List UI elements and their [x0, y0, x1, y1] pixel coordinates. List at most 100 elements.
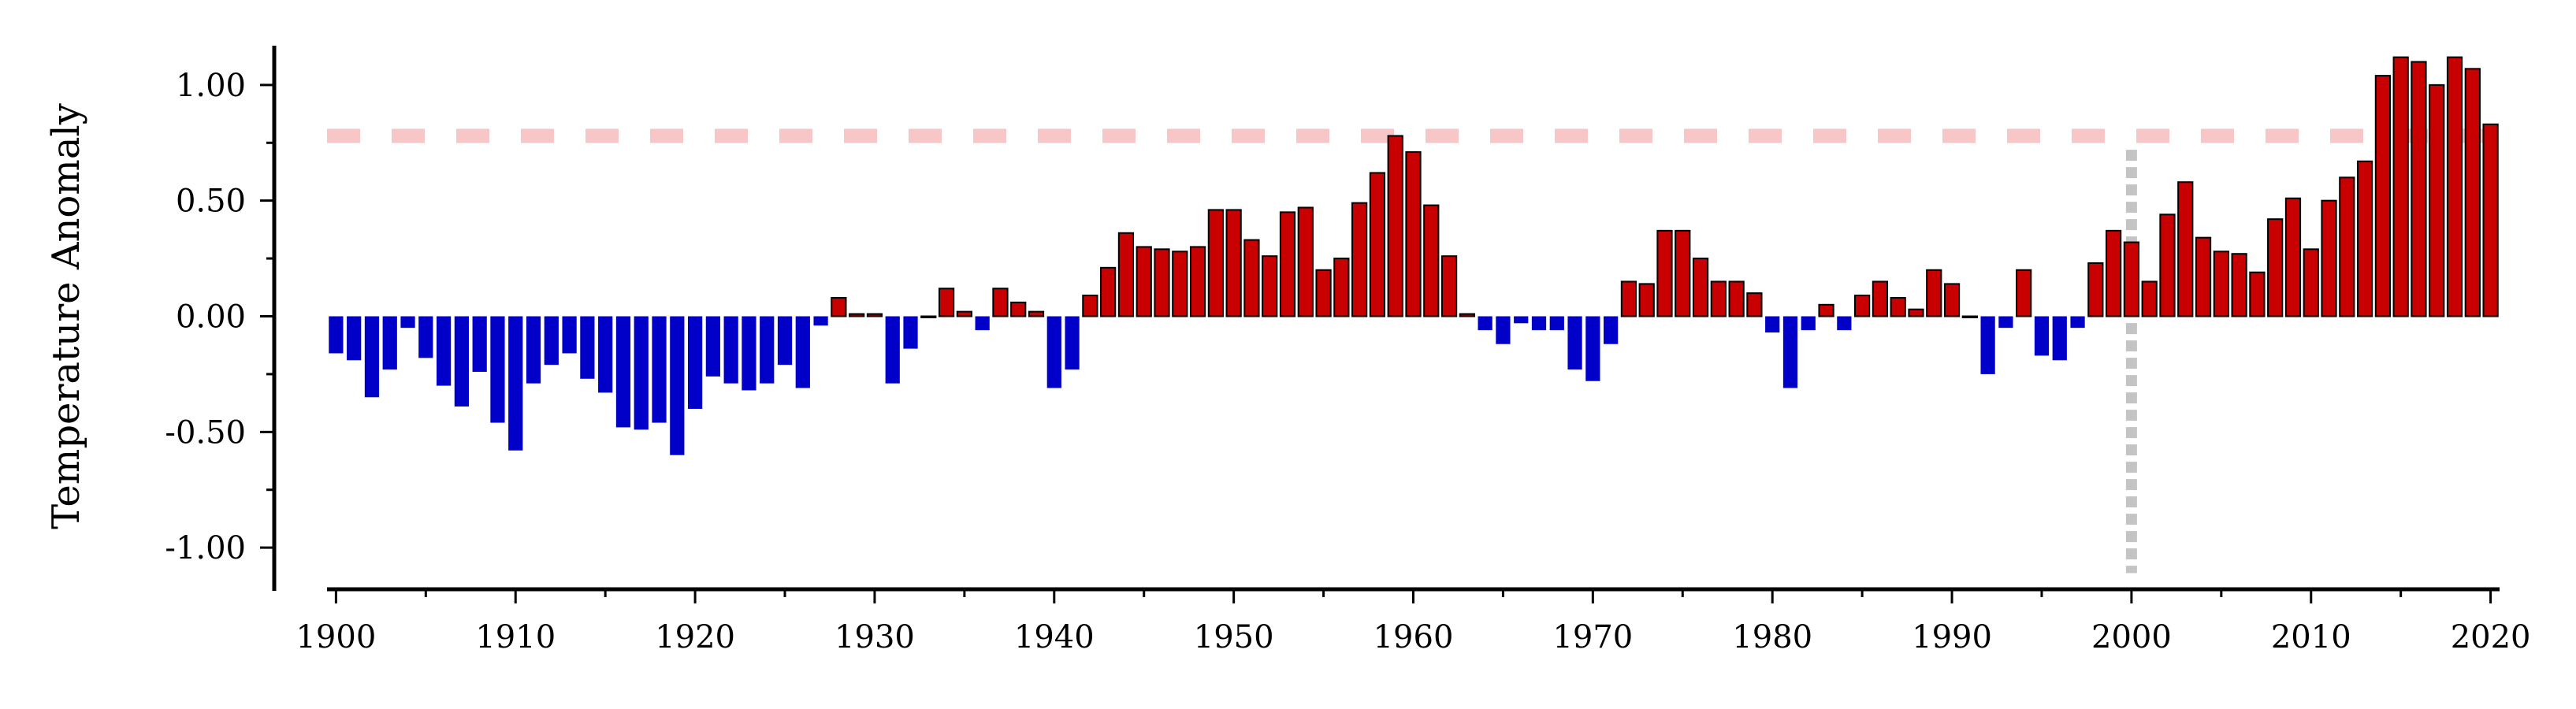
- bar-1962: [1440, 255, 1458, 317]
- x-tick-label-1960: 1960: [1373, 619, 1454, 655]
- bar-1912: [544, 316, 559, 366]
- bar-1942: [1082, 295, 1098, 317]
- bar-1988: [1908, 308, 1924, 317]
- bar-1951: [1243, 239, 1260, 317]
- x-tick-label-1930: 1930: [835, 619, 915, 655]
- bar-1933: [920, 315, 937, 318]
- bar-1994: [2016, 269, 2032, 317]
- y-tick-label: -1.00: [165, 530, 246, 566]
- x-tick-label-2000: 2000: [2091, 619, 2172, 655]
- bar-1911: [526, 316, 541, 384]
- bar-1938: [1010, 301, 1027, 317]
- y-tick-label: 0.00: [176, 299, 246, 336]
- bar-1989: [1926, 269, 1942, 317]
- bar-1909: [490, 316, 505, 423]
- bar-1978: [1728, 280, 1745, 317]
- bar-1924: [760, 316, 775, 384]
- bar-1996: [2052, 316, 2067, 361]
- bar-2010: [2303, 248, 2319, 317]
- bar-1910: [508, 316, 523, 451]
- x-tick-label-1980: 1980: [1732, 619, 1812, 655]
- bar-1973: [1638, 283, 1655, 317]
- bar-1932: [903, 316, 918, 349]
- bar-1986: [1872, 280, 1889, 317]
- bar-1990: [1943, 283, 1961, 317]
- x-tick-label-1950: 1950: [1194, 619, 1274, 655]
- bar-1999: [2106, 229, 2122, 317]
- bar-1900: [329, 316, 344, 354]
- bar-1949: [1207, 209, 1224, 317]
- y-axis-title: Temperature Anomaly: [44, 103, 88, 529]
- bar-1917: [634, 316, 649, 430]
- bar-1916: [615, 316, 631, 428]
- bar-1993: [1998, 316, 2013, 329]
- bar-1921: [705, 316, 720, 377]
- bar-1940: [1046, 316, 1061, 388]
- bar-2018: [2446, 56, 2463, 317]
- bar-1931: [885, 316, 900, 384]
- bar-2007: [2249, 271, 2266, 317]
- x-tick-label-2010: 2010: [2271, 619, 2351, 655]
- bar-1982: [1801, 316, 1816, 331]
- bar-1941: [1065, 316, 1080, 370]
- bar-1925: [777, 316, 793, 366]
- bar-2020: [2482, 123, 2499, 317]
- bar-1997: [2070, 316, 2085, 329]
- bar-1961: [1423, 204, 1440, 317]
- x-tick-label-1970: 1970: [1552, 619, 1633, 655]
- bar-2019: [2464, 68, 2481, 317]
- bar-1902: [364, 316, 380, 398]
- bar-1975: [1675, 229, 1691, 317]
- bar-2003: [2177, 181, 2194, 317]
- bar-1908: [472, 316, 487, 372]
- bar-1919: [670, 316, 685, 455]
- y-tick-label: 1.00: [176, 68, 246, 104]
- bar-1927: [813, 316, 828, 326]
- y-axis-ticks: 1.00 0.50 0.00 -0.50 -1.00: [165, 68, 274, 566]
- bar-1948: [1189, 246, 1206, 317]
- bar-1992: [1980, 316, 1995, 374]
- bar-1984: [1837, 316, 1852, 331]
- bar-1966: [1514, 316, 1529, 324]
- bar-1914: [580, 316, 595, 379]
- bar-1970: [1585, 316, 1600, 381]
- bar-1998: [2087, 262, 2104, 317]
- y-tick-label: -0.50: [165, 414, 246, 451]
- bar-2015: [2392, 56, 2409, 317]
- bar-1901: [347, 316, 362, 361]
- bar-2002: [2159, 213, 2176, 317]
- x-tick-label-1900: 1900: [296, 619, 376, 655]
- bar-2008: [2267, 218, 2284, 317]
- bar-2016: [2411, 61, 2427, 317]
- bar-1953: [1279, 211, 1296, 317]
- bar-1969: [1567, 316, 1582, 370]
- bar-1944: [1117, 232, 1135, 317]
- bar-1965: [1496, 316, 1511, 344]
- bar-1935: [956, 310, 972, 317]
- bar-1995: [2034, 316, 2050, 356]
- bar-1955: [1315, 269, 1332, 317]
- bar-1915: [598, 316, 613, 393]
- bar-1928: [831, 297, 847, 317]
- bar-2006: [2231, 253, 2247, 317]
- bar-1905: [418, 316, 433, 358]
- bar-1918: [652, 316, 667, 423]
- bar-1959: [1387, 135, 1403, 317]
- bar-1937: [992, 288, 1009, 317]
- bar-1979: [1746, 292, 1763, 317]
- bar-1907: [454, 316, 469, 407]
- bar-1913: [562, 316, 577, 354]
- bar-1963: [1459, 313, 1475, 317]
- bar-1960: [1405, 151, 1422, 317]
- bar-1947: [1172, 251, 1188, 317]
- bar-1903: [382, 316, 397, 370]
- bar-1920: [687, 316, 703, 409]
- bar-1930: [866, 313, 883, 317]
- bar-1981: [1782, 316, 1798, 388]
- bar-2001: [2141, 280, 2158, 317]
- bar-1943: [1100, 266, 1117, 317]
- bar-1985: [1854, 295, 1871, 317]
- bar-1954: [1297, 206, 1314, 317]
- bar-1980: [1765, 316, 1780, 333]
- x-tick-label-1910: 1910: [475, 619, 556, 655]
